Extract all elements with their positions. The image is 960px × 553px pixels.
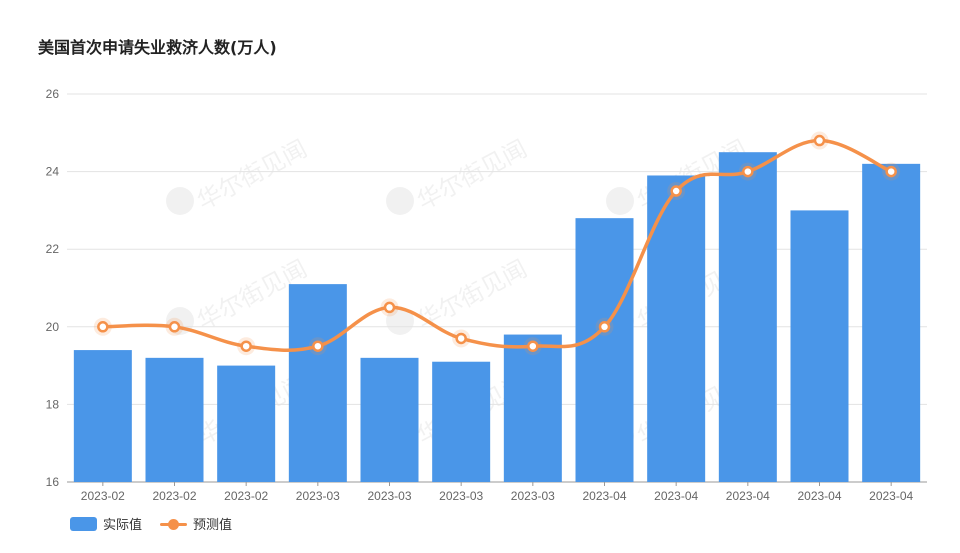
legend-line-swatch bbox=[160, 517, 188, 531]
x-tick-label: 2023-03 bbox=[511, 489, 555, 503]
forecast-point[interactable] bbox=[168, 321, 181, 333]
y-tick-label: 26 bbox=[46, 87, 60, 101]
x-tick-label: 2023-04 bbox=[797, 489, 841, 503]
x-tick-label: 2023-02 bbox=[81, 489, 125, 503]
watermark: 华尔街见闻 bbox=[386, 135, 532, 216]
watermark: 华尔街见闻 bbox=[166, 135, 312, 216]
x-tick-label: 2023-02 bbox=[224, 489, 268, 503]
forecast-point[interactable] bbox=[97, 321, 109, 333]
bar[interactable] bbox=[503, 334, 562, 482]
forecast-point[interactable] bbox=[742, 165, 754, 178]
line-series bbox=[93, 131, 901, 356]
svg-text:华尔街见闻: 华尔街见闻 bbox=[192, 135, 311, 216]
x-tick-label: 2023-04 bbox=[582, 489, 626, 503]
y-tick-label: 18 bbox=[46, 397, 60, 411]
y-tick-label: 16 bbox=[46, 475, 60, 489]
legend-label-forecast: 预测值 bbox=[193, 518, 233, 533]
forecast-point[interactable] bbox=[670, 185, 682, 197]
bar[interactable] bbox=[432, 361, 491, 482]
grid-lines bbox=[67, 93, 927, 483]
bar[interactable] bbox=[718, 152, 777, 482]
axes: 16 18 20 22 24 26 2023-02 2023-02 2023-02 2023-03… bbox=[46, 87, 914, 503]
bar[interactable] bbox=[790, 210, 849, 482]
legend-label-actual: 实际值 bbox=[103, 518, 143, 533]
x-tick-label: 2023-04 bbox=[726, 489, 770, 503]
forecast-point[interactable] bbox=[383, 301, 396, 314]
watermark: 华尔街见闻 bbox=[386, 255, 532, 336]
forecast-point[interactable] bbox=[885, 165, 897, 178]
bar[interactable] bbox=[360, 357, 419, 482]
bar[interactable] bbox=[862, 163, 921, 482]
bar[interactable] bbox=[575, 218, 634, 482]
x-tick-label: 2023-04 bbox=[654, 489, 698, 503]
x-tick-label: 2023-04 bbox=[869, 489, 913, 503]
bar[interactable] bbox=[73, 350, 132, 482]
bar[interactable] bbox=[217, 365, 276, 482]
legend-item-forecast[interactable]: 预测值 bbox=[160, 514, 232, 533]
forecast-point[interactable] bbox=[455, 332, 467, 345]
x-tick-label: 2023-03 bbox=[296, 489, 340, 503]
bar-series bbox=[73, 152, 921, 483]
svg-text:华尔街见闻: 华尔街见闻 bbox=[412, 135, 531, 216]
legend-bar-swatch bbox=[70, 516, 97, 531]
legend-item-actual[interactable]: 实际值 bbox=[70, 514, 142, 533]
forecast-point[interactable] bbox=[598, 321, 611, 333]
forecast-point[interactable] bbox=[312, 340, 324, 352]
y-tick-label: 24 bbox=[46, 165, 60, 179]
forecast-point[interactable] bbox=[527, 340, 539, 352]
x-tick-label: 2023-03 bbox=[367, 489, 411, 503]
forecast-point[interactable] bbox=[813, 134, 826, 147]
y-tick-label: 22 bbox=[46, 242, 60, 256]
chart-title: 美国首次申请失业救济人数(万人) bbox=[38, 38, 277, 57]
bar[interactable] bbox=[288, 284, 347, 482]
bar[interactable] bbox=[145, 357, 204, 482]
y-tick-label: 20 bbox=[46, 320, 60, 334]
legend: 实际值 预测值 bbox=[70, 514, 232, 533]
bar[interactable] bbox=[647, 175, 706, 483]
forecast-point[interactable] bbox=[240, 340, 252, 352]
x-tick-label: 2023-03 bbox=[439, 489, 483, 503]
x-tick-label: 2023-02 bbox=[152, 489, 196, 503]
